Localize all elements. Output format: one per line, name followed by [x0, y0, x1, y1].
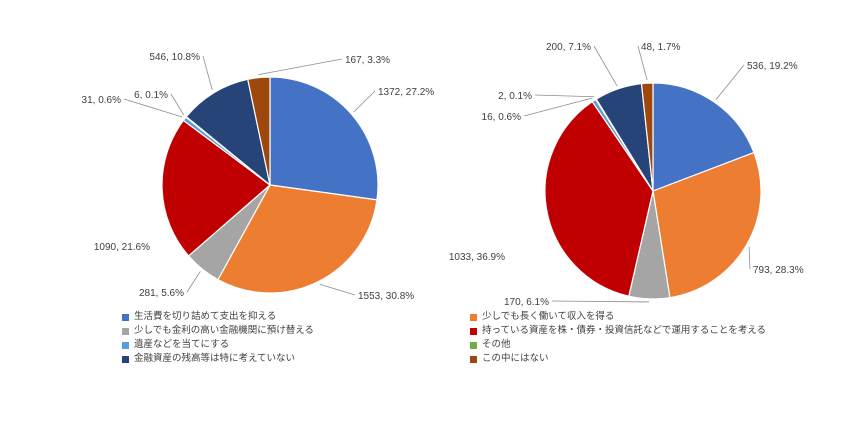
- leader-line: [123, 98, 183, 118]
- legend-item-higher-interest: 少しでも金利の高い金融機関に預け替える: [122, 326, 470, 336]
- pie-slice: [640, 82, 654, 192]
- data-label: 1090, 21.6%: [94, 242, 150, 253]
- pie-slice: [247, 76, 271, 186]
- leader-line: [715, 64, 745, 100]
- leader-line: [534, 94, 595, 98]
- legend-label: 少しでも金利の高い金融機関に預け替える: [134, 325, 314, 336]
- data-label: 6, 0.1%: [134, 90, 168, 101]
- legend-swatch-icon: [122, 341, 129, 349]
- legend-swatch-icon: [470, 355, 477, 363]
- pie-slice: [185, 78, 271, 186]
- leader-line: [523, 97, 593, 117]
- legend-label: その他: [482, 339, 511, 350]
- legend-item-invest-assets: 持っている資産を株・債券・投資信託などで運用することを考える: [470, 326, 766, 336]
- data-label: 170, 6.1%: [504, 297, 549, 308]
- data-label: 536, 19.2%: [747, 61, 798, 72]
- leader-line: [748, 246, 751, 270]
- legend-swatch-icon: [122, 327, 129, 335]
- legend-swatch-icon: [122, 355, 129, 363]
- data-label: 1553, 30.8%: [358, 291, 414, 302]
- data-label: 281, 5.6%: [139, 288, 184, 299]
- leader-line: [202, 55, 213, 91]
- chart-legend: 生活費を切り詰めて支出を抑える 少しでも長く働いて収入を得る 少しでも金利の高い…: [122, 312, 766, 364]
- pie-slice: [652, 151, 762, 299]
- pie-right: 536, 19.2% 793, 28.3% 170, 6.1% 1033, 36.9%…: [449, 42, 804, 308]
- pie-slice: [269, 76, 379, 201]
- data-label: 167, 3.3%: [345, 55, 390, 66]
- data-label: 48, 1.7%: [641, 42, 681, 53]
- leader-line: [258, 58, 343, 75]
- pie-slice: [652, 82, 755, 192]
- legend-swatch-icon: [470, 313, 477, 321]
- leader-line: [551, 300, 650, 303]
- data-label: 16, 0.6%: [482, 112, 522, 123]
- legend-swatch-icon: [122, 313, 129, 321]
- legend-label: 少しでも長く働いて収入を得る: [482, 311, 615, 322]
- legend-label: 持っている資産を株・債券・投資信託などで運用することを考える: [482, 325, 767, 336]
- legend-item-other: その他: [470, 340, 766, 350]
- data-label: 200, 7.1%: [546, 42, 591, 53]
- data-label: 1372, 27.2%: [378, 87, 434, 98]
- legend-swatch-icon: [470, 327, 477, 335]
- pie-slice: [161, 119, 271, 257]
- legend-item-none-of-these: この中にはない: [470, 354, 766, 364]
- legend-item-inheritance: 遺産などを当てにする: [122, 340, 470, 350]
- leader-line: [353, 90, 376, 113]
- legend-label: この中にはない: [482, 353, 549, 364]
- legend-swatch-icon: [470, 341, 477, 349]
- data-label: 1033, 36.9%: [449, 252, 505, 263]
- leader-line: [637, 45, 648, 81]
- data-label: 546, 10.8%: [149, 52, 200, 63]
- legend-label: 金融資産の残高等は特に考えていない: [134, 353, 296, 364]
- data-label: 2, 0.1%: [498, 91, 532, 102]
- leader-line: [186, 271, 201, 293]
- leader-line: [319, 283, 356, 296]
- pie-slice: [544, 101, 654, 297]
- leader-line: [593, 45, 618, 87]
- legend-item-cut-expenses: 生活費を切り詰めて支出を抑える: [122, 312, 470, 322]
- pie-left: 1372, 27.2% 1553, 30.8% 281, 5.6% 1090, 21.…: [82, 52, 435, 302]
- legend-label: 生活費を切り詰めて支出を抑える: [134, 311, 277, 322]
- pie-slice: [217, 184, 378, 294]
- leader-line: [170, 93, 185, 116]
- data-label: 31, 0.6%: [82, 95, 122, 106]
- legend-item-not-thinking: 金融資産の残高等は特に考えていない: [122, 354, 470, 364]
- data-label: 793, 28.3%: [753, 265, 804, 276]
- legend-item-work-longer: 少しでも長く働いて収入を得る: [470, 312, 766, 322]
- legend-label: 遺産などを当てにする: [134, 339, 230, 350]
